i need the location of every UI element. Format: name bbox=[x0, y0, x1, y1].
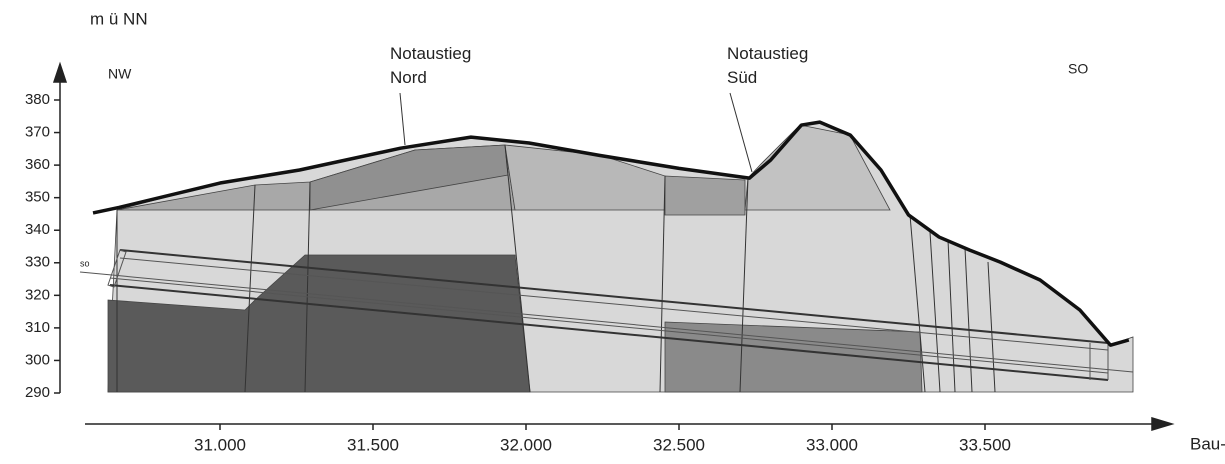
y-tick-label: 330 bbox=[25, 254, 50, 271]
y-tick-label: 350 bbox=[25, 189, 50, 206]
annotation: Notaustieg Süd bbox=[727, 44, 808, 87]
x-axis-label: Bau-km bbox=[1190, 434, 1225, 453]
annotation: NW bbox=[108, 66, 132, 82]
terrain-line bbox=[92, 120, 1130, 347]
annotation: Notaustieg Nord bbox=[390, 44, 471, 87]
y-tick-label: 340 bbox=[25, 221, 50, 238]
y-tick-label: 320 bbox=[25, 286, 50, 303]
y-tick-label: 300 bbox=[25, 351, 50, 368]
y-tick-label: 370 bbox=[25, 124, 50, 141]
x-tick-label: 33.000 bbox=[806, 435, 858, 454]
y-tick-label: 380 bbox=[25, 91, 50, 108]
x-tick-label: 32.500 bbox=[653, 435, 705, 454]
x-tick-label: 31.000 bbox=[194, 435, 246, 454]
y-tick-label: 310 bbox=[25, 319, 50, 336]
leader-lines bbox=[399, 92, 753, 173]
annotation: SO bbox=[1068, 61, 1088, 77]
x-tick-label: 33.500 bbox=[959, 435, 1011, 454]
x-tick-label: 32.000 bbox=[500, 435, 552, 454]
y-tick-label: 360 bbox=[25, 156, 50, 173]
annotation: so bbox=[80, 258, 90, 268]
x-tick-label: 31.500 bbox=[347, 435, 399, 454]
geology bbox=[79, 121, 1134, 393]
y-tick-label: 290 bbox=[25, 384, 50, 401]
y-axis-label: m ü NN bbox=[90, 9, 148, 28]
